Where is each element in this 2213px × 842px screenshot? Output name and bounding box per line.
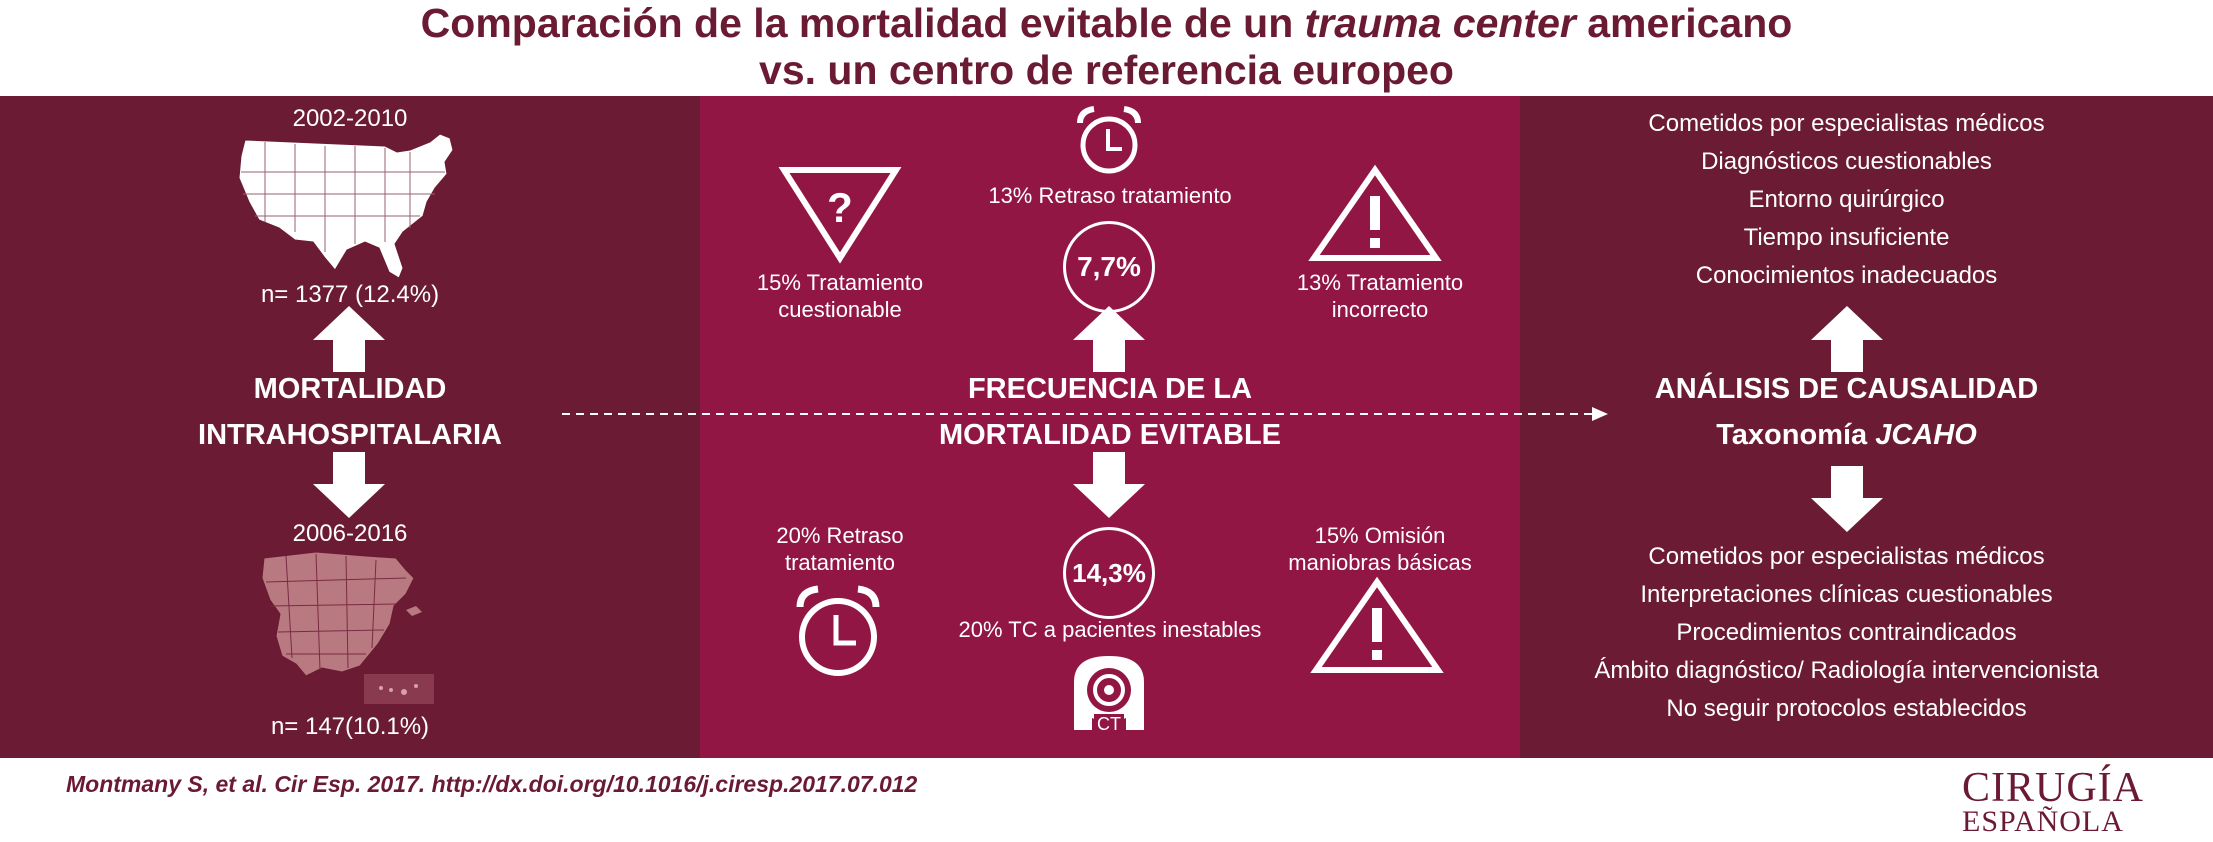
bottom-left-text: 20% Retraso tratamiento <box>720 522 960 576</box>
top-left-line2: cuestionable <box>778 297 902 322</box>
middle-panel <box>700 96 1520 758</box>
list-item: Interpretaciones clínicas cuestionables <box>1640 581 2053 608</box>
dashed-connector <box>562 407 1608 421</box>
page-title: Comparación de la mortalidad evitable de… <box>0 0 2213 95</box>
top-percentage-value: 7,7% <box>1077 251 1141 282</box>
arrow-down-icon <box>313 452 385 518</box>
arrow-up-icon <box>313 306 385 372</box>
middle-label-line1: FRECUENCIA DE LA <box>967 373 1253 405</box>
bottom-causes-list: Cometidos por especialistas médicos Inte… <box>1540 538 2153 728</box>
bottom-left-line1: 20% Retraso <box>776 523 904 548</box>
bottom-center-text: 20% TC a pacientes inestables <box>958 617 1262 642</box>
us-period: 2002-2010 <box>292 105 408 132</box>
top-left-text: 15% Tratamiento cuestionable <box>720 269 960 323</box>
right-label-line1: ANÁLISIS DE CAUSALIDAD <box>1654 373 2039 405</box>
list-item: Procedimientos contraindicados <box>1676 619 2017 646</box>
es-period: 2006-2016 <box>292 520 408 547</box>
right-panel <box>1520 96 2213 758</box>
left-label-line2: INTRAHOSPITALARIA <box>198 419 502 451</box>
top-percentage-circle: 7,7% <box>1063 221 1155 313</box>
alarm-clock-icon <box>796 585 880 676</box>
list-item: Conocimientos inadecuados <box>1695 262 1998 289</box>
journal-logo-line2: ESPAÑOLA <box>1962 805 2124 838</box>
list-item: No seguir protocolos establecidos <box>1666 695 2027 722</box>
top-right-line2: incorrecto <box>1331 297 1429 322</box>
us-count: n= 1377 (12.4%) <box>260 281 440 308</box>
title-line2: vs. un centro de referencia europeo <box>759 47 1454 93</box>
middle-label-line2: MORTALIDAD EVITABLE <box>938 419 1282 451</box>
citation: Montmany S, et al. Cir Esp. 2017. http:/… <box>66 771 918 797</box>
bottom-left-line2: tratamiento <box>784 550 896 575</box>
title-line1-italic: trauma center <box>1304 0 1576 46</box>
arrow-down-icon <box>1811 466 1883 532</box>
right-label: ANÁLISIS DE CAUSALIDAD Taxonomía JCAHO <box>1640 366 2053 458</box>
arrow-up-icon <box>1073 306 1145 372</box>
bottom-percentage-circle: 14,3% <box>1063 527 1155 619</box>
list-item: Ámbito diagnóstico/ Radiología intervenc… <box>1594 657 2099 684</box>
arrow-down-icon <box>1073 452 1145 518</box>
left-label-line1: MORTALIDAD <box>253 373 447 405</box>
warning-triangle-icon <box>1308 164 1442 261</box>
bottom-percentage-value: 14,3% <box>1072 557 1146 588</box>
list-item: Tiempo insuficiente <box>1743 224 1950 251</box>
ct-label: CT <box>1097 714 1121 734</box>
left-label: MORTALIDAD INTRAHOSPITALARIA <box>150 366 550 458</box>
svg-text:?: ? <box>827 184 853 231</box>
middle-label: FRECUENCIA DE LA MORTALIDAD EVITABLE <box>910 366 1310 458</box>
warning-triangle-icon <box>1310 576 1444 673</box>
es-count: n= 147(10.1%) <box>270 713 430 740</box>
arrow-up-icon <box>1811 306 1883 372</box>
spain-map-icon <box>261 551 434 704</box>
right-label-line2-italic: JCAHO <box>1875 419 1977 451</box>
list-item: Diagnósticos cuestionables <box>1701 148 1992 175</box>
top-left-line1: 15% Tratamiento <box>756 270 924 295</box>
title-line1-pre: Comparación de la mortalidad evitable de… <box>420 0 1305 46</box>
top-center-text: 13% Retraso tratamiento <box>988 183 1232 208</box>
title-line1-post: americano <box>1575 0 1793 46</box>
list-item: Cometidos por especialistas médicos <box>1648 543 2045 570</box>
ct-scanner-icon <box>1074 656 1144 732</box>
question-triangle-icon: ? <box>778 167 902 264</box>
journal-logo-line1: CIRUGÍA <box>1962 765 2144 811</box>
bottom-right-line1: 15% Omisión <box>1314 523 1446 548</box>
bottom-right-text: 15% Omisión maniobras básicas <box>1260 522 1500 576</box>
right-label-line2: Taxonomía JCAHO <box>1640 412 2053 458</box>
right-label-line2-pre: Taxonomía <box>1716 419 1876 451</box>
top-right-line1: 13% Tratamiento <box>1296 270 1464 295</box>
top-causes-list: Cometidos por especialistas médicos Diag… <box>1540 105 2153 295</box>
us-map-icon <box>238 133 454 279</box>
top-right-text: 13% Tratamiento incorrecto <box>1260 269 1500 323</box>
alarm-clock-icon <box>1077 106 1141 174</box>
list-item: Entorno quirúrgico <box>1748 186 1945 213</box>
bottom-right-line2: maniobras básicas <box>1288 550 1472 575</box>
list-item: Cometidos por especialistas médicos <box>1648 110 2045 137</box>
